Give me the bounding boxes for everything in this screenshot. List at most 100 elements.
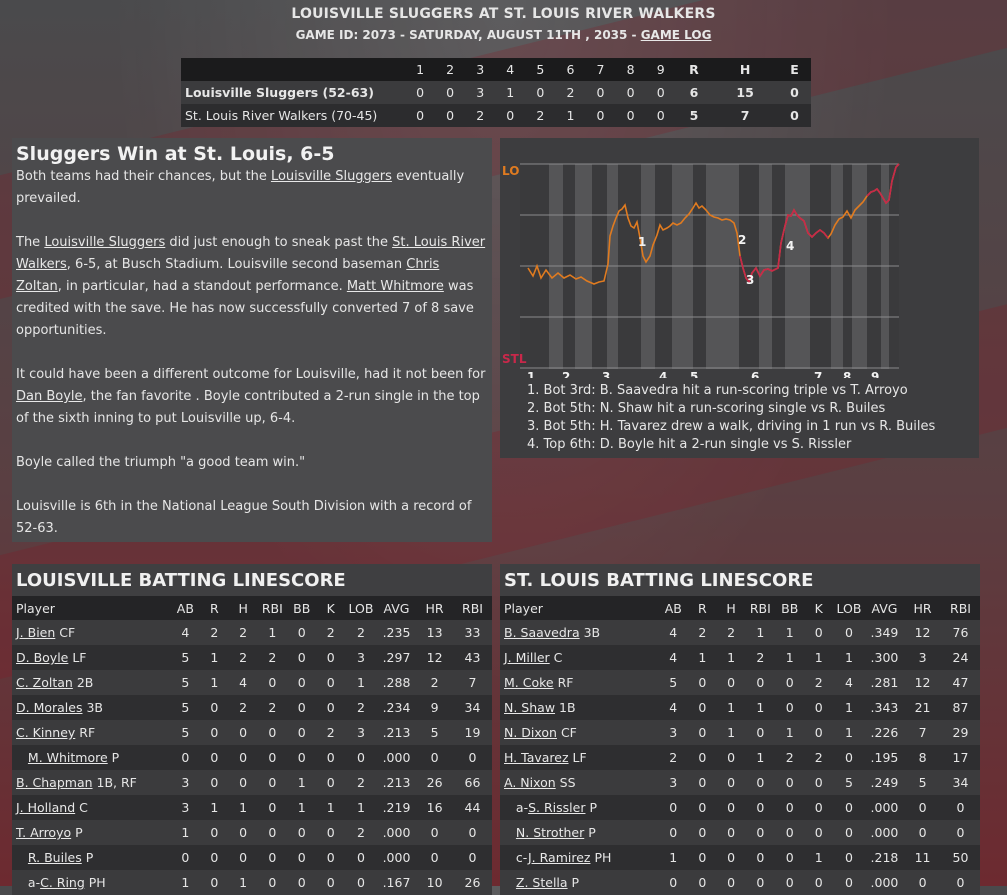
- column-header[interactable]: K: [804, 596, 834, 620]
- event-marker: 1: [638, 235, 646, 249]
- inning-score: 0: [656, 85, 665, 100]
- column-header[interactable]: AVG: [864, 596, 905, 620]
- player-link[interactable]: N. Dixon: [504, 725, 557, 740]
- stat-cell: 0: [228, 720, 258, 745]
- column-header[interactable]: LOB: [833, 596, 865, 620]
- column-header[interactable]: RBI: [940, 596, 980, 620]
- column-header[interactable]: RBI: [453, 596, 492, 620]
- player-link[interactable]: J. Holland: [16, 800, 76, 815]
- recap-paragraph: It could have been a different outcome f…: [16, 367, 486, 426]
- column-header[interactable]: AB: [658, 596, 688, 620]
- stat-cell: 1: [199, 670, 229, 695]
- player-link[interactable]: J. Miller: [504, 650, 550, 665]
- player-position: C: [75, 800, 88, 815]
- stat-cell: 1: [804, 645, 834, 670]
- column-header[interactable]: HR: [416, 596, 454, 620]
- stat-cell: 0: [345, 845, 377, 870]
- player-link[interactable]: J. Ramirez: [528, 850, 591, 865]
- player-link[interactable]: R. Builes: [27, 850, 82, 865]
- player-link[interactable]: D. Morales: [16, 700, 83, 715]
- player-link[interactable]: J. Bien: [16, 625, 56, 640]
- stat-cell: 2: [316, 620, 346, 645]
- column-header[interactable]: Player: [12, 596, 171, 620]
- stat-cell: 1: [833, 695, 865, 720]
- inning-header: 2: [435, 58, 466, 81]
- column-header[interactable]: R: [199, 596, 229, 620]
- player-link[interactable]: Chris Zoltan: [16, 257, 440, 294]
- player-link[interactable]: Matt Whitmore: [346, 279, 444, 294]
- stat-cell: 0: [287, 845, 317, 870]
- runs-header: R: [675, 58, 713, 81]
- stat-cell: 1: [658, 845, 688, 870]
- column-header[interactable]: AB: [170, 596, 200, 620]
- player-link[interactable]: B. Chapman: [16, 775, 93, 790]
- column-header[interactable]: HR: [904, 596, 941, 620]
- column-header[interactable]: RBI: [257, 596, 288, 620]
- stat-cell: 2: [228, 695, 258, 720]
- player-link[interactable]: C. Kinney: [16, 725, 76, 740]
- column-header[interactable]: BB: [775, 596, 805, 620]
- stat-cell: 3: [658, 720, 688, 745]
- player-link[interactable]: D. Boyle: [16, 650, 69, 665]
- stat-cell: .218: [864, 845, 905, 870]
- stat-cell: 16: [416, 795, 454, 820]
- team-link[interactable]: St. Louis River Walkers: [16, 235, 486, 272]
- column-header[interactable]: AVG: [376, 596, 417, 620]
- stat-cell: 0: [775, 670, 805, 695]
- player-row: A. Nixon SS 3 0 0 0 0 0 5.249 5 34: [500, 770, 980, 795]
- player-link[interactable]: C. Zoltan: [16, 675, 73, 690]
- player-link[interactable]: T. Arroyo: [16, 825, 72, 840]
- team-link[interactable]: Louisville Sluggers: [44, 235, 166, 250]
- linescore-row-home: St. Louis River Walkers (70-45) 0 0 2 0 …: [181, 104, 811, 127]
- stat-cell: 0: [287, 720, 317, 745]
- column-header[interactable]: H: [228, 596, 258, 620]
- inning-score: 0: [626, 85, 635, 100]
- player-link[interactable]: A. Nixon: [504, 775, 556, 790]
- player-row: c-J. Ramirez PH 1 0 0 0 0 1 0.218 11 50: [500, 845, 980, 870]
- team-link[interactable]: Louisville Sluggers: [270, 169, 392, 184]
- stat-cell: 0: [687, 870, 717, 895]
- linescore-row-away: Louisville Sluggers (52-63) 0 0 3 1 0 2 …: [181, 81, 811, 104]
- stat-cell: 0: [833, 870, 865, 895]
- stat-cell: .000: [864, 820, 905, 845]
- player-link[interactable]: N. Strother: [515, 825, 585, 840]
- column-header[interactable]: RBI: [745, 596, 776, 620]
- column-header[interactable]: H: [716, 596, 746, 620]
- player-link[interactable]: Z. Stella: [515, 875, 568, 890]
- player-link[interactable]: S. Rissler: [528, 800, 586, 815]
- column-header[interactable]: LOB: [345, 596, 377, 620]
- graph-notes: 1. Bot 3rd: B. Saavedra hit a run-scorin…: [527, 382, 935, 454]
- stat-cell: 4: [658, 645, 688, 670]
- column-header[interactable]: Player: [500, 596, 659, 620]
- column-header[interactable]: R: [687, 596, 717, 620]
- win-probability-graph: LO STL 1 2 3 4 1 2 3 4 5 6 7 8 9 1. Bot …: [500, 138, 979, 458]
- column-header[interactable]: K: [316, 596, 346, 620]
- player-link[interactable]: M. Whitmore: [27, 750, 108, 765]
- errors-total: 0: [790, 85, 799, 100]
- stat-cell: 1: [775, 720, 805, 745]
- player-row: N. Strother P 0 0 0 0 0 0 0.000 0 0: [500, 820, 980, 845]
- stat-cell: 7: [904, 720, 941, 745]
- stat-cell: 87: [940, 695, 980, 720]
- player-position: P: [107, 750, 120, 765]
- player-link[interactable]: Dan Boyle: [16, 389, 83, 404]
- column-header[interactable]: BB: [287, 596, 317, 620]
- player-link[interactable]: M. Coke: [504, 675, 554, 690]
- game-log-link[interactable]: GAME LOG: [640, 28, 712, 42]
- recap-paragraph: The Louisville Sluggers did just enough …: [16, 235, 486, 338]
- player-position: 3B: [82, 700, 103, 715]
- player-position: CF: [556, 725, 577, 740]
- inning-label: 6: [751, 370, 759, 378]
- player-link[interactable]: C. Ring: [40, 875, 85, 890]
- stat-cell: 0: [199, 820, 229, 845]
- player-link[interactable]: N. Shaw: [504, 700, 556, 715]
- stat-cell: 26: [416, 770, 454, 795]
- player-position: P: [81, 850, 94, 865]
- player-position: 1B: [555, 700, 576, 715]
- stat-cell: .297: [376, 645, 417, 670]
- player-link[interactable]: B. Saavedra: [504, 625, 580, 640]
- player-position: PH: [84, 875, 106, 890]
- stat-cell: 0: [745, 870, 776, 895]
- player-link[interactable]: H. Tavarez: [504, 750, 569, 765]
- stat-cell: .349: [864, 620, 905, 645]
